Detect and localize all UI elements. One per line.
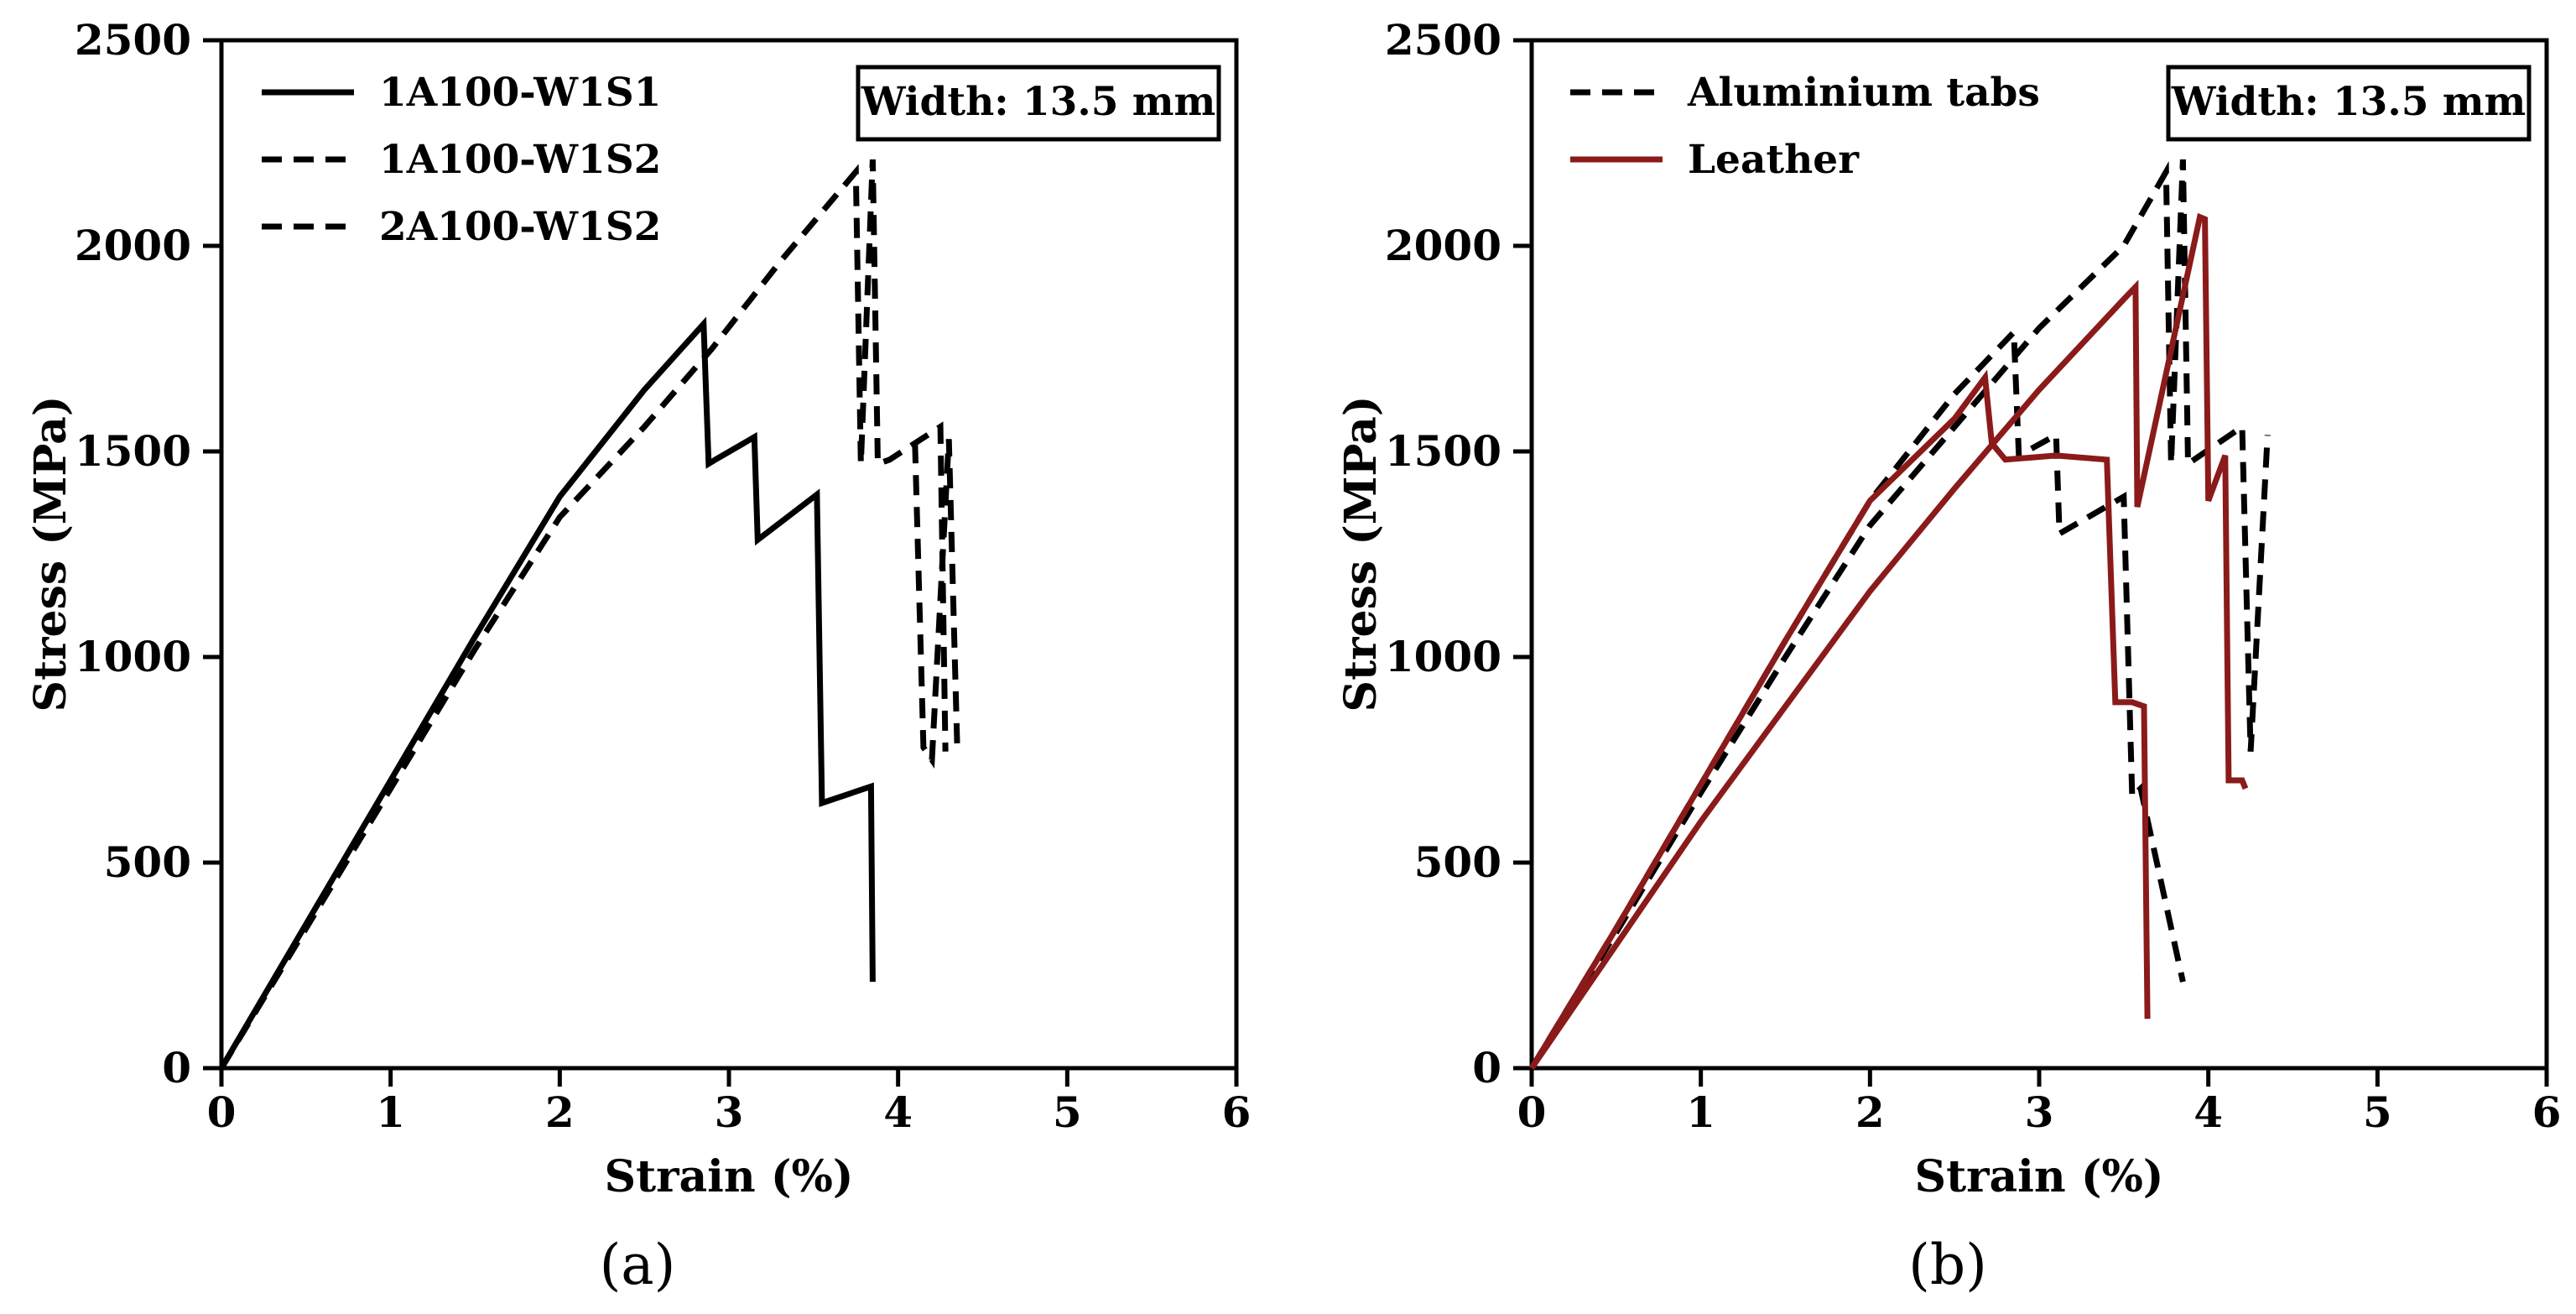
x-tick-label: 4 xyxy=(883,1087,913,1137)
y-tick-label: 0 xyxy=(162,1043,191,1092)
x-tick-label: 3 xyxy=(715,1087,744,1137)
width-annotation: Width: 13.5 mm xyxy=(861,79,1216,125)
y-axis-title: Stress (MPa) xyxy=(1335,396,1387,712)
series-line xyxy=(912,439,960,769)
legend-label: 1A100-W1S2 xyxy=(379,137,661,183)
legend-label: Aluminium tabs xyxy=(1687,70,2040,116)
y-tick-label: 0 xyxy=(1472,1043,1501,1092)
y-tick-label: 500 xyxy=(104,837,191,887)
y-tick-label: 1500 xyxy=(1385,426,1501,476)
legend-label: Leather xyxy=(1688,137,1860,183)
series-line xyxy=(1529,325,2186,1070)
plot-frame xyxy=(219,38,1239,1071)
legend-label: 1A100-W1S1 xyxy=(379,70,661,116)
x-tick-label: 2 xyxy=(545,1087,575,1137)
tick-labels: 0 1 2 3 4 5 6 0 500 1000 1500 2000 2500 xyxy=(75,15,1252,1137)
legend: 1A100-W1S1 1A100-W1S2 2A100-W1S2 xyxy=(262,70,661,250)
x-tick-label: 1 xyxy=(1686,1087,1715,1137)
x-tick-label: 4 xyxy=(2194,1087,2223,1137)
y-tick-label: 1500 xyxy=(75,426,191,476)
data-lines xyxy=(218,159,960,1070)
tick-labels: 0 1 2 3 4 5 6 0 500 1000 1500 2000 2500 xyxy=(1385,15,2562,1137)
series-line xyxy=(1529,159,2271,1070)
y-tick-label: 2000 xyxy=(75,221,191,270)
series-line xyxy=(218,316,876,1070)
width-annotation: Width: 13.5 mm xyxy=(2171,79,2527,125)
y-tick-label: 2500 xyxy=(75,15,191,65)
series-line xyxy=(1529,212,2249,1070)
plot-frame xyxy=(1529,38,2549,1071)
panel-label-a: (a) xyxy=(600,1233,676,1297)
data-lines xyxy=(1529,159,2271,1070)
y-tick-label: 1000 xyxy=(75,632,191,681)
y-tick-label: 2000 xyxy=(1385,221,1501,270)
width-annotation-box xyxy=(856,65,1221,142)
legend-label: 2A100-W1S2 xyxy=(379,204,661,250)
x-tick-label: 0 xyxy=(1517,1087,1547,1137)
x-axis-title: Strain (%) xyxy=(1915,1151,2164,1202)
x-tick-label: 5 xyxy=(2363,1087,2392,1137)
x-tick-label: 2 xyxy=(1855,1087,1885,1137)
x-tick-label: 1 xyxy=(376,1087,405,1137)
tick-marks xyxy=(203,38,1239,1087)
x-tick-label: 6 xyxy=(1222,1087,1252,1137)
panel-b: 0 1 2 3 4 5 6 0 500 1000 1500 2000 2500 Aluminium ta… xyxy=(1335,15,2561,1297)
y-tick-label: 500 xyxy=(1414,837,1501,887)
x-axis-title: Strain (%) xyxy=(605,1151,854,1202)
tick-marks xyxy=(1513,38,2549,1087)
legend: Aluminium tabs Leather xyxy=(1570,70,2040,183)
y-tick-label: 2500 xyxy=(1385,15,1501,65)
x-tick-label: 0 xyxy=(207,1087,237,1137)
y-tick-label: 1000 xyxy=(1385,632,1501,681)
panel-label-b: (b) xyxy=(1908,1233,1987,1297)
width-annotation-box xyxy=(2166,65,2532,142)
x-tick-label: 5 xyxy=(1053,1087,1082,1137)
x-tick-label: 6 xyxy=(2532,1087,2562,1137)
x-tick-label: 3 xyxy=(2025,1087,2054,1137)
series-line xyxy=(219,159,949,1070)
y-axis-title: Stress (MPa) xyxy=(25,396,76,712)
